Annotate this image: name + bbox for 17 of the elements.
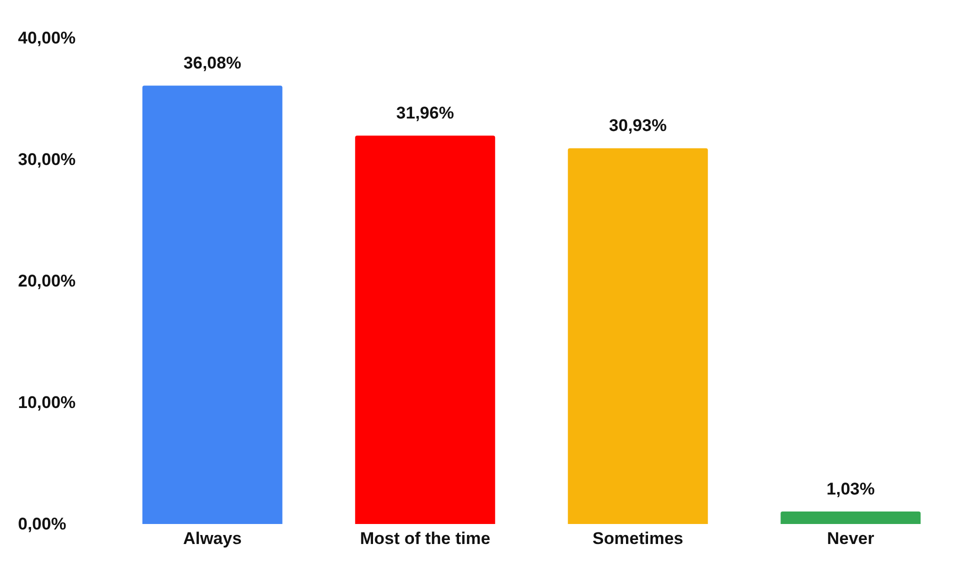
x-tick-label: Always xyxy=(183,529,242,548)
y-tick-label: 40,00% xyxy=(18,28,76,48)
bar xyxy=(142,86,282,524)
bar xyxy=(568,148,708,524)
y-tick-label: 20,00% xyxy=(18,272,76,290)
data-label: 31,96% xyxy=(396,104,454,123)
bar xyxy=(355,136,496,524)
data-label: 36,08% xyxy=(184,54,242,73)
x-tick-label: Sometimes xyxy=(592,529,684,548)
y-tick-label: 10,00% xyxy=(18,393,76,412)
y-tick-label: 30,00% xyxy=(18,150,76,169)
y-tick-label: 0,00% xyxy=(18,514,66,534)
data-label: 1,03% xyxy=(826,479,875,498)
x-tick-label: Never xyxy=(826,529,875,548)
bar xyxy=(780,511,921,524)
x-tick-label: Most of the time xyxy=(360,529,490,548)
data-label: 30,93% xyxy=(609,116,667,136)
